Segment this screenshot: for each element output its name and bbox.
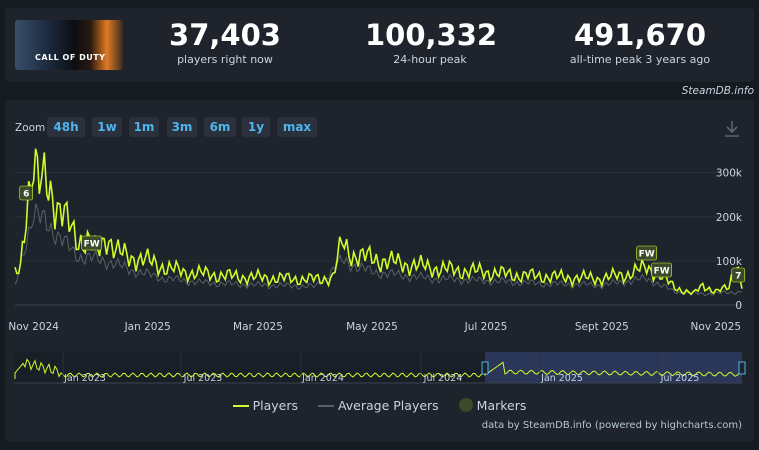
- legend-label-markers: Markers: [476, 398, 527, 413]
- zoom-button-48h[interactable]: 48h: [47, 117, 85, 137]
- average-players-line: [14, 203, 743, 297]
- alltime-peak-label: all-time peak 3 years ago: [569, 53, 711, 66]
- zoom-button-1y[interactable]: 1y: [242, 117, 270, 137]
- navigator-label: Jul 2025: [660, 373, 700, 384]
- players-line-icon: [232, 405, 249, 407]
- zoom-button-1w[interactable]: 1w: [92, 117, 122, 137]
- average-line-icon: [317, 405, 334, 407]
- marker-flag[interactable]: [651, 262, 672, 278]
- stat-24h-peak: 100,332 24-hour peak: [365, 18, 498, 68]
- current-players-value: 37,403: [169, 18, 281, 52]
- game-cover-image[interactable]: CALL OF DUTY: [15, 20, 123, 70]
- player-chart[interactable]: 300k 200k 100k 0 Nov 2024 Jan 2025 Mar 2025 May…: [5, 100, 754, 442]
- marker-flag-label: FW: [84, 240, 100, 250]
- x-tick-label: Jul 2025: [464, 321, 508, 333]
- stat-current: 37,403 players right now: [160, 18, 290, 68]
- legend-item-markers[interactable]: Markers: [458, 398, 527, 413]
- marker-flag-label: 6: [23, 190, 29, 200]
- download-icon[interactable]: [724, 120, 740, 138]
- peak-24h-label: 24-hour peak: [393, 53, 467, 66]
- game-logo-text: CALL OF DUTY: [35, 53, 106, 62]
- legend-item-players[interactable]: Players: [232, 398, 298, 413]
- x-tick-label: Mar 2025: [233, 321, 283, 333]
- x-tick-label: Sept 2025: [575, 321, 629, 333]
- y-tick-label: 0: [735, 300, 742, 312]
- legend-label-players: Players: [252, 398, 298, 413]
- marker-flag[interactable]: [81, 235, 102, 251]
- navigator-handle[interactable]: [738, 361, 746, 375]
- y-tick-label: 100k: [716, 256, 743, 268]
- navigator-label: Jan 2023: [63, 373, 106, 384]
- marker-flag-label: FW: [654, 267, 670, 277]
- marker-flag[interactable]: [19, 185, 34, 201]
- legend-label-average: Average Players: [337, 398, 439, 413]
- alltime-peak-value: 491,670: [573, 18, 707, 52]
- navigator-label: Jan 2024: [301, 373, 344, 384]
- y-tick-label: 200k: [716, 212, 743, 224]
- navigator-label: Jul 2024: [423, 373, 463, 384]
- x-tick-label: May 2025: [346, 321, 398, 333]
- marker-dot-icon: [458, 398, 473, 412]
- players-line: [14, 148, 743, 296]
- navigator-label: Jul 2023: [183, 373, 223, 384]
- marker-flag-label: 7: [735, 272, 741, 282]
- highcharts-credit[interactable]: data by SteamDB.info (powered by highcha…: [481, 420, 742, 431]
- x-tick-label: Nov 2024: [8, 321, 59, 333]
- navigator-series: [14, 358, 742, 379]
- steamdb-credit[interactable]: SteamDB.info: [681, 85, 754, 97]
- marker-flag[interactable]: [636, 245, 657, 261]
- y-tick-label: 300k: [716, 168, 743, 180]
- navigator-selection[interactable]: [485, 352, 742, 383]
- navigator-label: Jan 2025: [540, 373, 583, 384]
- legend-item-average[interactable]: Average Players: [317, 398, 439, 413]
- chart-panel: 300k 200k 100k 0 Nov 2024 Jan 2025 Mar 2025 May…: [5, 100, 754, 442]
- marker-flag[interactable]: [731, 267, 746, 283]
- marker-flag-label: FW: [639, 250, 655, 260]
- x-tick-label: Nov 2025: [691, 321, 742, 333]
- navigator-handle[interactable]: [481, 361, 489, 375]
- zoom-label: Zoom: [15, 122, 46, 134]
- stat-alltime-peak: 491,670 all-time peak 3 years ago: [560, 18, 720, 68]
- x-tick-label: Jan 2025: [124, 321, 171, 333]
- peak-24h-value: 100,332: [365, 18, 498, 52]
- zoom-button-1m[interactable]: 1m: [129, 117, 159, 137]
- stats-bar: CALL OF DUTY 37,403 players right now 10…: [5, 8, 754, 82]
- current-players-label: players right now: [177, 53, 273, 66]
- zoom-button-3m[interactable]: 3m: [167, 117, 197, 137]
- chart-legend: Players Average Players Markers: [5, 398, 754, 413]
- zoom-button-max[interactable]: max: [277, 117, 317, 137]
- zoom-button-6m[interactable]: 6m: [204, 117, 236, 137]
